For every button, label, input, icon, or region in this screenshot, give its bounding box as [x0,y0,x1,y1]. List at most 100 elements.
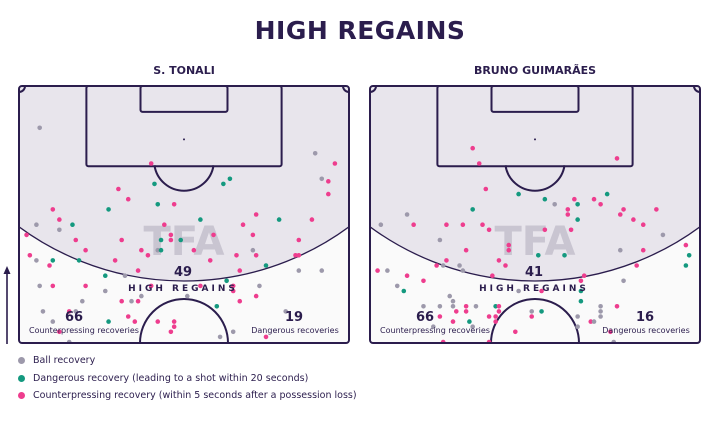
dangerous-recovery-point [686,253,692,258]
counterpressing-recovery-point [568,227,574,233]
counterpressing-recovery-point [683,242,689,248]
panel-bruno: BRUNO GUIMARÃES TFA 41 HIGH REGAINS 66 C… [368,60,702,350]
counterpressing-recovery-point [24,232,29,238]
counterpressing-recovery-point [493,319,498,324]
counterpressing-recovery-point [496,304,502,309]
counterpressing-recovery-point [155,319,161,324]
penalty-spot [534,138,536,141]
counterpressing-recovery-point [483,186,489,192]
counterpressing-recovery-point [486,314,492,319]
dangerous-recovery-point [224,278,229,284]
counterpressing-recovery-point [640,247,646,253]
legend-label: Dangerous recovery (leading to a shot wi… [33,372,309,384]
counterpressing-recovery-point [240,222,246,227]
ball-recovery-point [283,309,288,314]
counterpressing-recovery-point [614,304,620,309]
tfa-watermark-logo: TFA [495,219,576,265]
high-regains-count: 41 [524,265,544,280]
ball-recovery-point [621,278,626,284]
counterpressing-recovery-point [411,222,416,227]
counterpressing-recovery-point [83,247,88,253]
dangerous-recovery-point [214,304,220,309]
counterpressing-recovery-point [116,186,121,192]
counterpressing-recovery-point [490,273,495,278]
counterpressing-recovery-point [634,263,639,268]
counterpressing-recovery-point [496,258,502,263]
ball-recovery-point [184,293,190,299]
counterpressing-recovery-point [135,298,141,304]
ball-recovery-point [37,283,42,289]
counterpressing-recovery-point [253,293,259,299]
counterpressing-recovery-point [135,268,141,273]
dangerous-recovery-point [578,288,584,294]
counterpressing-recovery-point [617,212,623,217]
counterpressing-recovery-marker-icon [18,392,25,400]
legend-label: Counterpressing recovery (within 5 secon… [33,390,357,402]
counterpressing-recovery-point [112,258,118,263]
ball-recovery-point [129,298,134,304]
counterpressing-recovery-point [614,156,620,161]
ball-recovery-point [529,309,535,314]
dangerous-label: Dangerous recoveries [251,326,339,335]
counterpressing-recovery-point [148,283,154,289]
counterpressing-recovery-point [486,227,492,233]
counterpressing-recovery-point [631,217,636,222]
counterpressing-recovery-point [230,283,236,289]
counterpressing-recovery-point [168,232,174,238]
dangerous-recovery-point [155,202,161,207]
counterpressing-recovery-point [496,309,502,314]
centre-circle [490,298,580,344]
legend-item-counterpressing: Counterpressing recovery (within 5 secon… [18,387,357,405]
ball-recovery-point [447,293,453,299]
ball-recovery-point [40,309,46,314]
counterpressing-recovery-point [591,196,597,202]
dangerous-recovery-point [106,207,111,212]
dangerous-recovery-point [50,258,56,263]
counterpressing-recovery-point [434,263,439,268]
high-regains-label: HIGH REGAINS [128,284,238,294]
counterpressing-recovery-point [539,288,544,294]
dangerous-recovery-point [276,217,282,222]
dangerous-recovery-point [198,217,203,222]
high-regains-zone [370,86,700,282]
counterpressing-recovery-point [588,319,594,324]
dangerous-recovery-point [604,191,610,197]
counterpressing-recovery-point [453,309,459,314]
counterpressing-recovery-point [168,237,174,243]
counterpressing-recovery-point [162,222,167,227]
panel-tonali: S. TONALI TFA 49 HIGH REGAINS 66 Counter… [17,60,351,350]
dangerous-recovery-point [535,253,541,258]
counterpressing-recovery-point [506,242,512,248]
counterpressing-recovery-point [581,273,587,278]
dangerous-recovery-point [178,237,184,243]
counterpressing-recovery-point [463,247,469,253]
ball-recovery-point [257,283,262,289]
high-regains-count: 49 [173,265,193,280]
dangerous-recovery-point [575,202,580,207]
counterpressing-recovery-point [640,222,646,227]
ball-recovery-point [598,309,603,314]
ball-recovery-point [73,309,79,314]
counterpressing-recovery-point [148,161,154,166]
dangerous-recovery-point [539,309,544,314]
dangerous-recovery-point [578,298,584,304]
counterpressing-recovery-point [621,207,626,212]
counterpressing-recovery-point [132,319,138,324]
counterpressing-recovery-point [598,202,603,207]
dangerous-recovery-point [221,181,226,187]
dangerous-recovery-point [152,181,157,187]
counterpressing-recovery-point [171,324,177,329]
counterpressing-recovery-point [309,217,315,222]
counterpressing-recovery-point [404,273,410,278]
ball-recovery-point [431,324,436,329]
ball-recovery-point [296,268,302,273]
dangerous-recovery-point [158,237,164,243]
counterpressing-recovery-point [50,283,56,289]
counterpressing-recovery-point [470,145,475,151]
ball-recovery-point [450,304,456,309]
ball-recovery-point [217,334,223,340]
dangerous-recovery-point [493,304,498,309]
ball-recovery-point [80,298,85,304]
dangerous-count: 19 [284,310,304,325]
ball-recovery-point [421,304,426,309]
